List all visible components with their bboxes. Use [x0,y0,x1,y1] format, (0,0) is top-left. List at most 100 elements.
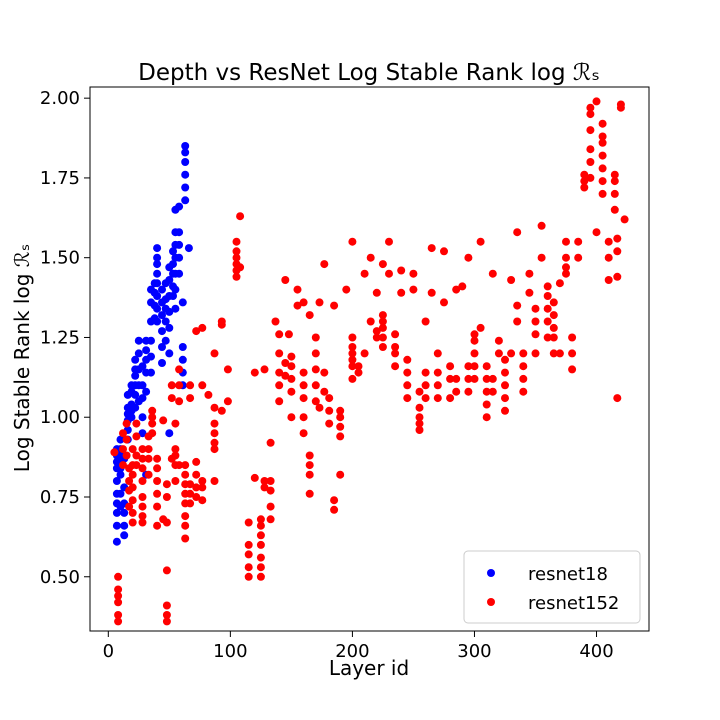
resnet152-point [519,362,528,371]
resnet152-point [210,445,219,454]
resnet18-point [169,247,177,256]
resnet152-point [305,470,314,479]
resnet152-point [513,228,522,237]
resnet18-point [181,142,190,150]
resnet152-point [501,355,509,364]
resnet152-point [153,489,162,498]
resnet152-point [604,276,613,284]
resnet18-point [158,285,166,294]
resnet152-point [415,419,424,428]
resnet152-point [293,301,302,310]
resnet152-point [482,400,491,409]
resnet152-point [311,349,320,358]
legend-box [463,550,641,624]
resnet18-point [153,260,162,269]
resnet18-point [169,292,177,300]
resnet152-point [311,381,320,390]
resnet18-point [181,148,190,157]
resnet152-point [378,260,387,269]
resnet18-point [138,394,147,403]
resnet152-point [250,368,259,377]
resnet152-point [256,521,265,530]
resnet152-point [610,189,619,198]
resnet152-point [378,343,387,351]
resnet152-point [562,263,570,272]
resnet152-point [525,269,534,278]
resnet152-point [543,317,552,326]
resnet152-point [378,317,387,326]
resnet152-point [330,505,339,514]
resnet152-point [281,371,290,380]
resnet152-point [275,368,284,377]
resnet152-point [144,470,153,479]
resnet18-point [181,170,190,179]
resnet152-point [476,323,485,332]
resnet18-point [161,336,170,345]
resnet152-point [598,164,607,173]
resnet18-point [147,368,155,377]
resnet152-point [433,349,442,358]
y-tick-label: 1.25 [40,327,80,348]
resnet152-point [464,253,473,262]
resnet152-point [494,336,503,345]
y-tick-label: 1.75 [40,168,80,189]
y-axis-label: Log Stable Rank log ℛₛ [10,244,34,472]
resnet152-point [305,489,314,498]
resnet152-point [260,483,269,492]
resnet152-point [320,387,329,396]
y-axis-ticks: 0.50 0.75 1.00 1.25 1.50 1.75 2.00 [40,88,90,588]
resnet152-point [114,585,123,594]
resnet18-point [178,355,187,364]
resnet18-point [134,349,143,358]
resnet152-point [128,508,137,517]
resnet152-point [415,413,424,422]
resnet18-point [112,508,121,517]
resnet152-point [175,461,184,470]
resnet152-point [366,253,375,262]
resnet18-point [165,307,174,316]
y-tick-label: 0.75 [40,487,80,508]
resnet152-point [598,189,607,198]
resnet152-point [452,285,461,294]
resnet152-point [403,394,412,403]
resnet152-point [525,288,534,297]
resnet152-point [613,234,622,243]
resnet152-point [336,432,345,441]
resnet152-point [543,333,552,342]
resnet18-point [171,285,180,294]
resnet152-point [415,426,424,434]
resnet152-point [311,365,320,374]
resnet152-point [598,119,607,128]
resnet152-point [217,406,226,415]
resnet152-point [198,381,207,390]
resnet18-point [175,202,184,211]
resnet152-point [281,359,290,367]
resnet152-point [613,247,622,256]
resnet152-point [378,311,387,320]
resnet18-point [165,429,174,438]
resnet152-point [119,429,127,438]
resnet18-point [138,362,147,371]
legend-label-resnet152: resnet152 [528,593,619,614]
resnet18-point [142,346,151,355]
resnet18-point [131,355,140,364]
resnet152-point [171,477,180,485]
resnet152-point [604,237,613,246]
resnet152-point [354,362,363,371]
resnet152-point [128,496,137,505]
resnet152-point [287,413,296,422]
resnet152-point [342,285,351,294]
resnet152-point [586,103,595,112]
resnet18-point [138,429,147,438]
resnet152-point [244,550,253,559]
resnet18-point [171,304,180,313]
resnet152-point [275,381,284,390]
resnet152-point [114,598,123,607]
resnet152-point [192,493,201,501]
resnet18-point [153,244,162,253]
resnet18-point [127,413,136,422]
resnet18-point [181,158,190,166]
resnet152-point [433,394,442,403]
resnet152-point [610,205,619,214]
resnet152-point [391,362,400,371]
